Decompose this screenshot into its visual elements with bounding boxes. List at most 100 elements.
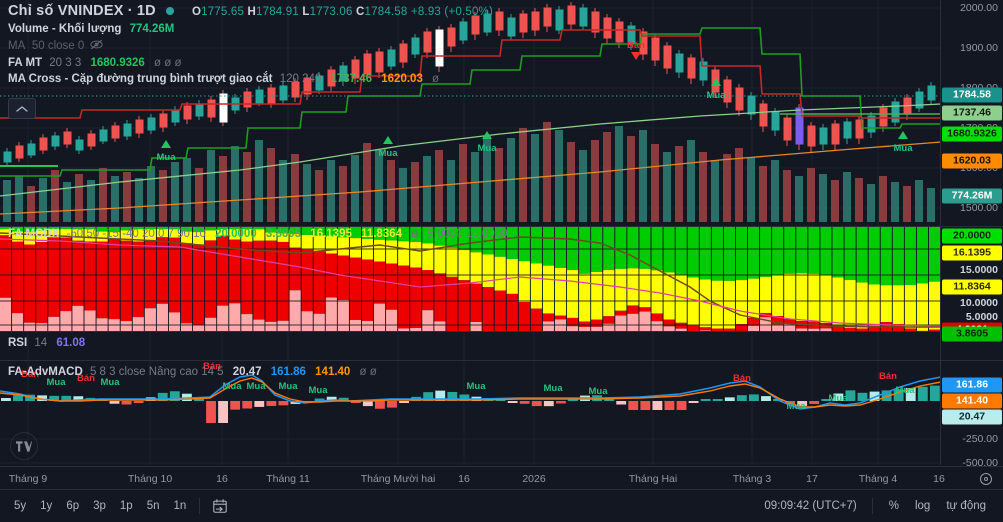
range-button-3p[interactable]: 3p bbox=[93, 500, 106, 512]
clock-settings-icon bbox=[979, 472, 993, 486]
volume-histogram bbox=[3, 122, 935, 222]
signal-buy-label: Mua bbox=[828, 393, 848, 404]
toolbar-right-group: 09:09:42 (UTC+7) % log tự động bbox=[758, 497, 1003, 515]
macd-hist-badge[interactable]: 141.40 bbox=[942, 393, 1002, 409]
clock-label[interactable]: 09:09:42 (UTC+7) bbox=[764, 500, 857, 512]
rsi-pane[interactable] bbox=[0, 332, 941, 360]
time-axis[interactable]: Tháng 9 Tháng 10 16 Tháng 11 Tháng Mười hai 1… bbox=[0, 466, 1003, 491]
mcdx-badge-16[interactable]: 16.1395 bbox=[942, 245, 1002, 261]
price-axis[interactable]: 2000.00 1900.00 1800.00 1700.00 1600.00 … bbox=[940, 0, 1003, 226]
signal-buy-label: Mua bbox=[246, 381, 266, 392]
time-axis-label: Tháng 10 bbox=[127, 473, 173, 485]
signal-buy-label: Mua bbox=[466, 381, 486, 392]
mcdx-tick: 5.0000 bbox=[965, 311, 998, 323]
signal-sell-label: Bán bbox=[879, 371, 897, 382]
signal-sell-label: Bán bbox=[203, 361, 221, 372]
macd-signal-badge[interactable]: 161.86 bbox=[942, 377, 1002, 393]
time-axis-label: Tháng Hai bbox=[628, 473, 678, 485]
signal-buy-label: Mua bbox=[100, 377, 120, 388]
pane-divider[interactable] bbox=[0, 226, 1003, 227]
signal-buy-label: Mua bbox=[543, 383, 563, 394]
ma-fast-line bbox=[0, 103, 941, 197]
macd-value-badge[interactable]: 20.47 bbox=[942, 409, 1002, 425]
time-axis-label: 16 bbox=[216, 473, 228, 485]
time-axis-label: Tháng 9 bbox=[8, 473, 48, 485]
rsi-axis[interactable]: 3.8605 bbox=[940, 326, 1003, 360]
range-button-6p[interactable]: 6p bbox=[66, 500, 80, 512]
signal-buy-label: Mua bbox=[308, 385, 328, 396]
mcdx-tick: 10.0000 bbox=[960, 297, 998, 309]
tv-glyph-icon bbox=[16, 440, 32, 452]
signal-buy-marker bbox=[161, 140, 171, 148]
mcdx-badge-20[interactable]: 20.0000 bbox=[942, 228, 1002, 244]
signal-buy-label: Mua bbox=[477, 143, 497, 154]
mcdx-axis[interactable]: 20.0000 16.1395 15.0000 11.8364 10.0000 … bbox=[940, 227, 1003, 338]
last-price-badge[interactable]: 1784.58 bbox=[942, 87, 1002, 103]
famt-badge[interactable]: 1680.9326 bbox=[942, 126, 1002, 142]
macd-orange-line bbox=[0, 377, 941, 408]
signal-buy-label: Mua bbox=[46, 377, 66, 388]
signal-buy-label: Mua bbox=[895, 385, 915, 396]
signal-sell-label: Bán bbox=[77, 373, 95, 384]
ma-slow-line bbox=[0, 141, 941, 215]
signal-buy-label: Mua bbox=[588, 386, 608, 397]
percent-scale-button[interactable]: % bbox=[888, 500, 899, 512]
signal-sell-marker bbox=[631, 52, 641, 60]
macd-chart-canvas bbox=[0, 361, 941, 465]
timezone-settings-button[interactable] bbox=[979, 472, 993, 486]
time-axis-label: Tháng 4 bbox=[858, 473, 898, 485]
time-axis-label: Tháng 11 bbox=[266, 473, 310, 485]
time-axis-label: 17 bbox=[806, 473, 818, 485]
mcdx-badge-11[interactable]: 11.8364 bbox=[942, 279, 1002, 295]
signal-buy-marker bbox=[383, 136, 393, 144]
signal-buy-label: Mua bbox=[893, 143, 913, 154]
log-scale-button[interactable]: log bbox=[914, 500, 931, 512]
range-button-1p[interactable]: 1p bbox=[119, 500, 133, 512]
range-button-5n[interactable]: 5n bbox=[146, 500, 160, 512]
pane-divider[interactable] bbox=[0, 331, 1003, 332]
goto-date-button[interactable] bbox=[207, 495, 233, 517]
time-axis-label: 16 bbox=[933, 473, 945, 485]
range-button-group: 5y 1y 6p 3p 1p 5n 1n bbox=[0, 497, 192, 515]
toolbar-divider bbox=[871, 498, 873, 514]
toolbar-divider bbox=[199, 498, 201, 514]
signal-buy-label: Mua bbox=[156, 152, 176, 163]
price-tick: 1500.00 bbox=[960, 202, 998, 214]
mcdx-chart-canvas bbox=[0, 227, 941, 331]
time-axis-label: Tháng 3 bbox=[732, 473, 772, 485]
collapse-pane-button[interactable] bbox=[8, 98, 36, 119]
signal-sell-label: Bán bbox=[733, 373, 751, 384]
price-pane[interactable]: Mua Mua Bán Mua Mua Mua bbox=[0, 0, 941, 226]
signal-buy-label: Mua bbox=[706, 90, 726, 101]
macd-pane[interactable]: Bán Mua Bán Mua Bán Mua Mua Mua Mua Mua … bbox=[0, 361, 941, 465]
signal-buy-marker bbox=[711, 78, 721, 86]
price-tick: 1900.00 bbox=[960, 42, 998, 54]
mcdx-tick: 15.0000 bbox=[960, 264, 998, 276]
ma-slow-badge[interactable]: 1620.03 bbox=[942, 153, 1002, 169]
macd-tick: -250.00 bbox=[962, 433, 998, 445]
auto-scale-button[interactable]: tự động bbox=[946, 500, 986, 512]
mcdx-bars bbox=[0, 227, 941, 331]
time-axis-label: 2026 bbox=[522, 473, 546, 485]
mcdx-badge-3[interactable]: 3.8605 bbox=[942, 326, 1002, 342]
range-button-5y[interactable]: 5y bbox=[14, 500, 27, 512]
range-button-1n[interactable]: 1n bbox=[173, 500, 187, 512]
pane-divider[interactable] bbox=[0, 360, 1003, 361]
tradingview-logo-icon[interactable] bbox=[10, 432, 38, 460]
macd-axis[interactable]: 161.86 141.40 20.47 -250.00 -500.00 bbox=[940, 361, 1003, 469]
signal-buy-label: Mua bbox=[378, 148, 398, 159]
signal-sell-label: Bán bbox=[21, 369, 39, 380]
signal-buy-marker bbox=[482, 131, 492, 139]
candlestick-series bbox=[3, 2, 936, 165]
chevron-up-icon bbox=[16, 105, 28, 112]
time-axis-label: 16 bbox=[458, 473, 470, 485]
calendar-goto-icon bbox=[213, 499, 228, 513]
volume-badge[interactable]: 774.26M bbox=[942, 188, 1002, 204]
mcdx-pane[interactable] bbox=[0, 227, 941, 331]
mcdx-brown-line bbox=[0, 232, 941, 328]
signal-buy-label: Mua bbox=[222, 381, 242, 392]
ma-fast-badge[interactable]: 1737.46 bbox=[942, 105, 1002, 121]
bottom-toolbar: 5y 1y 6p 3p 1p 5n 1n 09:09:42 (UTC+7) % log tự… bbox=[0, 489, 1003, 522]
range-button-1y[interactable]: 1y bbox=[40, 500, 53, 512]
